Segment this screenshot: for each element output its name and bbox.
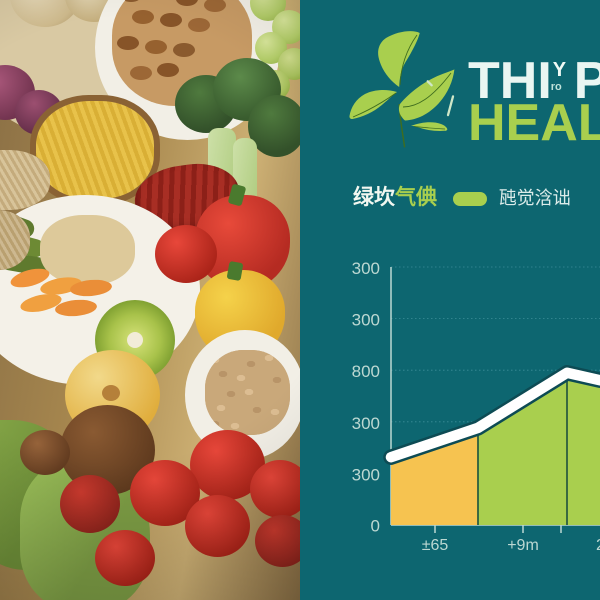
svg-text:300: 300 xyxy=(352,465,380,484)
svg-text:300: 300 xyxy=(352,259,380,278)
svg-text:300: 300 xyxy=(352,311,380,330)
svg-text:800: 800 xyxy=(352,362,380,381)
svg-text:2: 2 xyxy=(596,537,600,554)
svg-text:300: 300 xyxy=(352,414,380,433)
svg-text:±65: ±65 xyxy=(422,537,449,554)
svg-text:0: 0 xyxy=(371,517,380,536)
svg-text:+9m: +9m xyxy=(507,537,539,554)
